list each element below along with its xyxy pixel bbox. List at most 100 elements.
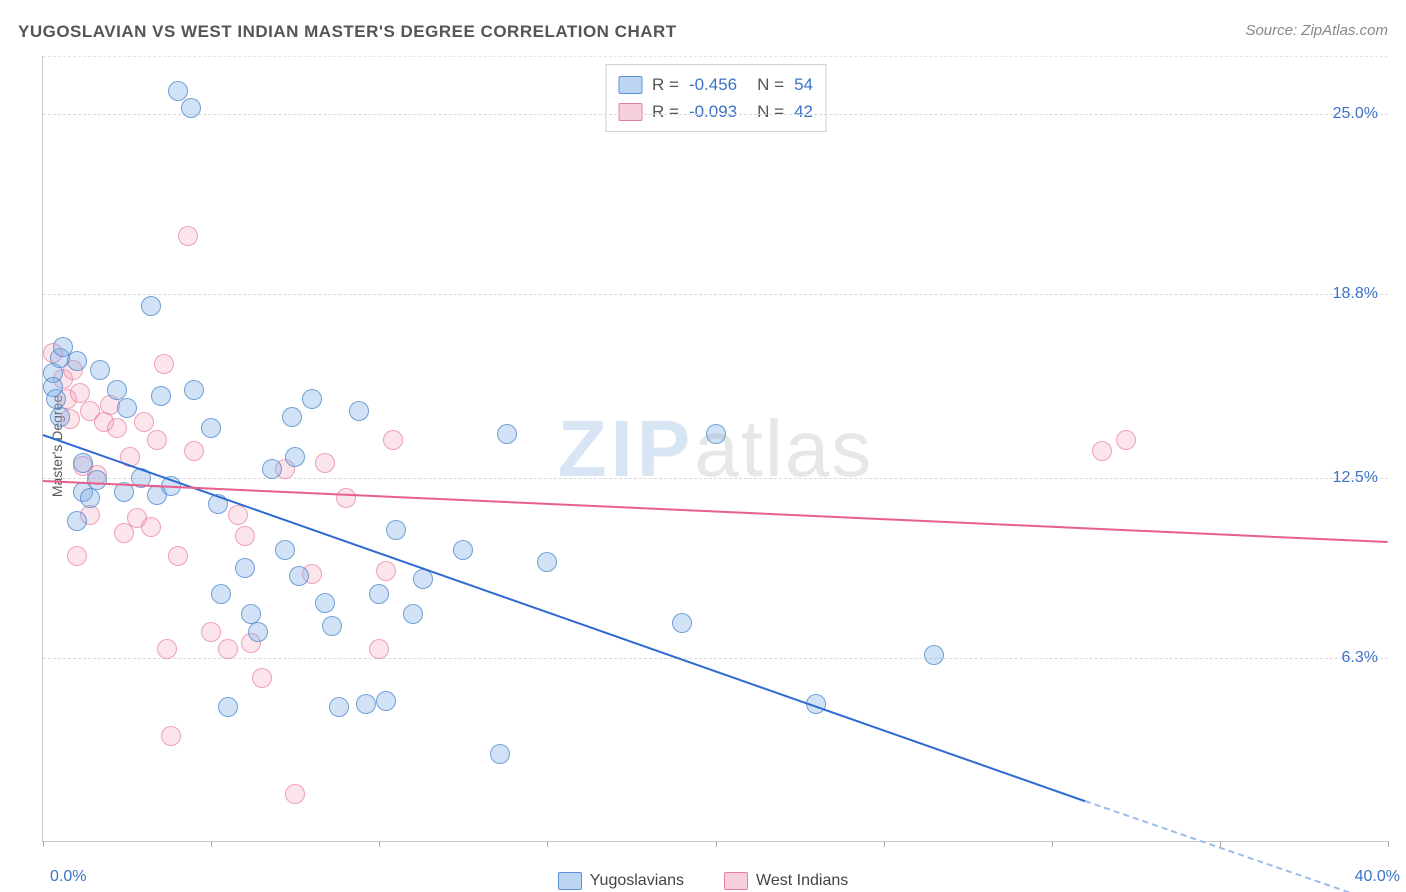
scatter-point (117, 398, 137, 418)
scatter-point (184, 441, 204, 461)
corr-row-yugoslavians: R = -0.456 N = 54 (618, 71, 813, 98)
scatter-point (235, 558, 255, 578)
watermark-atlas: atlas (694, 404, 873, 493)
scatter-point (369, 584, 389, 604)
scatter-point (218, 697, 238, 717)
scatter-point (168, 546, 188, 566)
scatter-point (315, 593, 335, 613)
legend-swatch-yugoslavians (558, 872, 582, 890)
gridline (43, 658, 1388, 659)
scatter-plot: ZIPatlas R = -0.456 N = 54 R = -0.093 N … (42, 56, 1388, 842)
scatter-point (252, 668, 272, 688)
y-tick-label: 6.3% (1342, 649, 1378, 667)
y-tick-label: 25.0% (1333, 105, 1378, 123)
scatter-point (67, 511, 87, 531)
scatter-point (147, 430, 167, 450)
scatter-point (157, 639, 177, 659)
scatter-point (453, 540, 473, 560)
x-tick-mark (547, 841, 548, 847)
scatter-point (201, 418, 221, 438)
source-label: Source: ZipAtlas.com (1245, 22, 1388, 39)
scatter-point (376, 691, 396, 711)
scatter-point (67, 546, 87, 566)
watermark-zip: ZIP (558, 404, 694, 493)
corr-n-label: N = (757, 98, 784, 125)
scatter-point (211, 584, 231, 604)
scatter-point (67, 351, 87, 371)
legend-item-yugoslavians: Yugoslavians (558, 872, 684, 890)
scatter-point (497, 424, 517, 444)
scatter-point (1116, 430, 1136, 450)
plot-upper-border (43, 56, 1388, 57)
swatch-westindians (618, 103, 642, 121)
series-legend: Yugoslavians West Indians (0, 872, 1406, 890)
scatter-point (134, 412, 154, 432)
scatter-point (218, 639, 238, 659)
scatter-point (262, 459, 282, 479)
scatter-point (168, 81, 188, 101)
scatter-point (181, 98, 201, 118)
scatter-point (90, 360, 110, 380)
scatter-point (184, 380, 204, 400)
correlation-legend-box: R = -0.456 N = 54 R = -0.093 N = 42 (605, 64, 826, 132)
scatter-point (383, 430, 403, 450)
scatter-point (1092, 441, 1112, 461)
scatter-point (356, 694, 376, 714)
chart-title: YUGOSLAVIAN VS WEST INDIAN MASTER'S DEGR… (18, 22, 677, 42)
scatter-point (924, 645, 944, 665)
scatter-point (403, 604, 423, 624)
gridline (43, 114, 1388, 115)
gridline (43, 294, 1388, 295)
x-tick-mark (1052, 841, 1053, 847)
scatter-point (107, 418, 127, 438)
scatter-point (161, 726, 181, 746)
swatch-yugoslavians (618, 76, 642, 94)
gridline (43, 478, 1388, 479)
scatter-point (275, 540, 295, 560)
x-tick-mark (884, 841, 885, 847)
scatter-point (285, 447, 305, 467)
x-tick-mark (1388, 841, 1389, 847)
scatter-point (228, 505, 248, 525)
scatter-point (141, 296, 161, 316)
scatter-point (151, 386, 171, 406)
scatter-point (349, 401, 369, 421)
scatter-point (289, 566, 309, 586)
corr-n-value-a: 54 (794, 71, 813, 98)
scatter-point (315, 453, 335, 473)
corr-n-value-b: 42 (794, 98, 813, 125)
scatter-point (302, 389, 322, 409)
legend-label-westindians: West Indians (756, 872, 848, 890)
scatter-point (73, 453, 93, 473)
scatter-point (285, 784, 305, 804)
scatter-point (201, 622, 221, 642)
scatter-point (282, 407, 302, 427)
scatter-point (369, 639, 389, 659)
x-tick-mark (716, 841, 717, 847)
scatter-point (336, 488, 356, 508)
corr-r-value-a: -0.456 (689, 71, 737, 98)
corr-r-label: R = (652, 71, 679, 98)
trend-line (43, 434, 1086, 802)
x-tick-mark (211, 841, 212, 847)
scatter-point (141, 517, 161, 537)
x-tick-mark (43, 841, 44, 847)
watermark: ZIPatlas (558, 403, 873, 495)
corr-r-value-b: -0.093 (689, 98, 737, 125)
x-tick-mark (379, 841, 380, 847)
legend-swatch-westindians (724, 872, 748, 890)
scatter-point (154, 354, 174, 374)
scatter-point (672, 613, 692, 633)
y-tick-label: 12.5% (1333, 469, 1378, 487)
corr-row-westindians: R = -0.093 N = 42 (618, 98, 813, 125)
y-tick-label: 18.8% (1333, 285, 1378, 303)
scatter-point (537, 552, 557, 572)
scatter-point (178, 226, 198, 246)
scatter-point (248, 622, 268, 642)
scatter-point (322, 616, 342, 636)
scatter-point (80, 488, 100, 508)
legend-label-yugoslavians: Yugoslavians (590, 872, 684, 890)
scatter-point (329, 697, 349, 717)
scatter-point (490, 744, 510, 764)
scatter-point (386, 520, 406, 540)
